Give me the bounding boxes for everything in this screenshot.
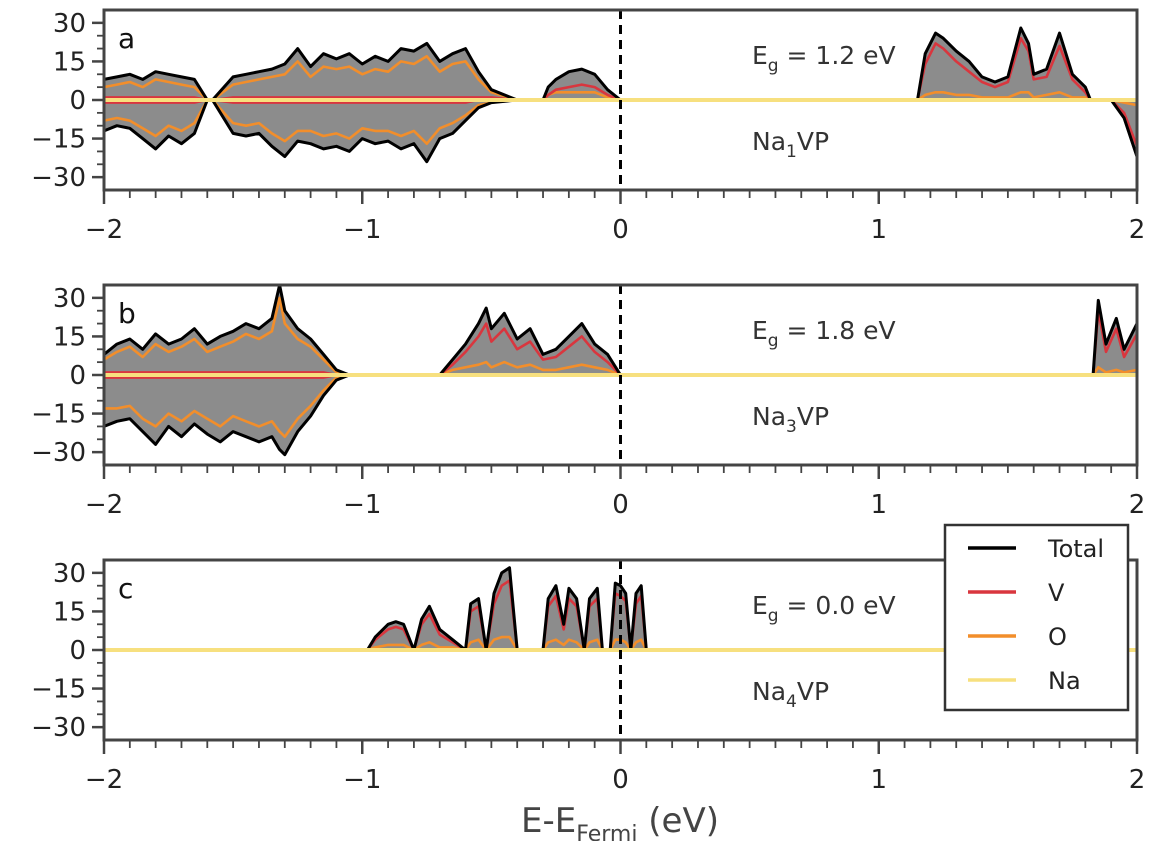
text-part: Na bbox=[752, 127, 786, 156]
text-part: (eV) bbox=[637, 801, 719, 841]
y-tick-label: 0 bbox=[69, 361, 86, 391]
legend-label-na: Na bbox=[1048, 667, 1081, 695]
x-tick-label: 2 bbox=[1129, 215, 1146, 245]
total-fill-up bbox=[104, 28, 1137, 100]
legend-label-o: O bbox=[1048, 623, 1067, 651]
x-tick-label: −2 bbox=[85, 490, 123, 520]
y-tick-label: 30 bbox=[53, 284, 86, 314]
panel-b: −2 −1 0 1 2 30 15 0 −15 −30 b Eg = 1.8 eV Na3VP bbox=[31, 283, 1146, 520]
x-tick-label: 1 bbox=[870, 215, 887, 245]
x-tick-label: −1 bbox=[343, 490, 381, 520]
x-tick-label: −1 bbox=[343, 215, 381, 245]
text-part: g bbox=[768, 331, 779, 351]
y-tick-label: −30 bbox=[31, 438, 86, 468]
text-part: VP bbox=[797, 402, 829, 431]
y-tick-label: −15 bbox=[31, 675, 86, 705]
text-part: VP bbox=[797, 127, 829, 156]
y-tick-label: 15 bbox=[53, 597, 86, 627]
panel-letter: a bbox=[118, 22, 135, 55]
x-tick-label: −2 bbox=[85, 765, 123, 795]
total-fill-up bbox=[104, 285, 1137, 375]
text-part: g bbox=[768, 606, 779, 626]
text-part: E bbox=[752, 41, 768, 70]
y-tick-label: 15 bbox=[53, 47, 86, 77]
text-part: = 1.8 eV bbox=[779, 316, 896, 345]
x-tick-label: 0 bbox=[612, 215, 629, 245]
text-part: 3 bbox=[786, 417, 797, 437]
compound-label: Na4VP bbox=[752, 677, 829, 712]
text-part: = 0.0 eV bbox=[779, 591, 896, 620]
total-fill-down bbox=[104, 100, 1137, 162]
x-tick-label: −1 bbox=[343, 765, 381, 795]
legend: Total VO Na bbox=[943, 523, 1130, 712]
y-tick-label: −30 bbox=[31, 163, 86, 193]
x-tick-label: 1 bbox=[870, 490, 887, 520]
series-total-up-line bbox=[103, 26, 1137, 102]
text-part: Na bbox=[752, 677, 786, 706]
text-part: E bbox=[752, 591, 768, 620]
x-tick-label: 2 bbox=[1129, 490, 1146, 520]
y-tick-label: −30 bbox=[31, 713, 86, 743]
text-part: g bbox=[768, 56, 779, 76]
compound-label: Na3VP bbox=[752, 402, 829, 437]
text-part: 1 bbox=[786, 142, 797, 162]
text-part: Na bbox=[752, 402, 786, 431]
y-tick-label: 15 bbox=[53, 322, 86, 352]
text-part: VP bbox=[797, 677, 829, 706]
y-tick-label: 0 bbox=[69, 86, 86, 116]
compound-label: Na1VP bbox=[752, 127, 829, 162]
text-part: E bbox=[752, 316, 768, 345]
legend-label-v: V bbox=[1048, 579, 1065, 607]
x-tick-label: 1 bbox=[870, 765, 887, 795]
x-tick-label: 0 bbox=[612, 490, 629, 520]
band-gap-annotation: Eg = 1.2 eV bbox=[752, 41, 896, 76]
y-tick-label: 30 bbox=[53, 9, 86, 39]
x-tick-label: 0 bbox=[612, 765, 629, 795]
panel-letter: c bbox=[118, 572, 133, 605]
y-tick-label: 0 bbox=[69, 636, 86, 666]
text-part: E-E bbox=[521, 801, 576, 841]
panel-letter: b bbox=[118, 297, 136, 330]
y-tick-label: 30 bbox=[53, 559, 86, 589]
series-o-up-line bbox=[103, 55, 1137, 102]
y-tick-label: −15 bbox=[31, 400, 86, 430]
x-tick-label: −2 bbox=[85, 215, 123, 245]
legend-label-total: Total bbox=[1047, 535, 1104, 563]
text-part: 4 bbox=[786, 692, 797, 712]
band-gap-annotation: Eg = 1.8 eV bbox=[752, 316, 896, 351]
y-tick-label: −15 bbox=[31, 125, 86, 155]
text-part: = 1.2 eV bbox=[779, 41, 896, 70]
band-gap-annotation: Eg = 0.0 eV bbox=[752, 591, 896, 626]
text-part: Fermi bbox=[576, 822, 637, 841]
series-v-up-line bbox=[104, 37, 1137, 102]
x-axis-label: E-EFermi (eV) bbox=[521, 801, 719, 841]
x-tick-label: 2 bbox=[1129, 765, 1146, 795]
